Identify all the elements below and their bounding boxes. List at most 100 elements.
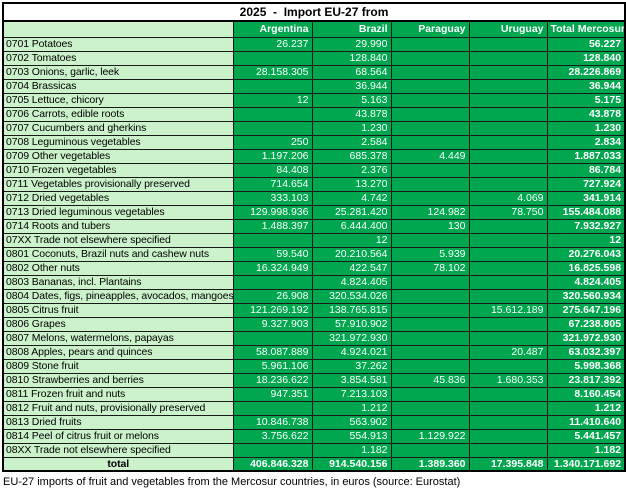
table-row: 0807 Melons, watermelons, papayas 321.972… <box>2 330 626 346</box>
cell-uruguay <box>468 92 548 108</box>
cell-argentina: 16.324.949 <box>232 260 313 276</box>
cell-total-mercosur: 28.226.869 <box>546 64 626 80</box>
cell-argentina <box>232 330 313 346</box>
cell-argentina: 129.998.936 <box>232 204 313 220</box>
corner-cell <box>2 20 234 38</box>
cell-brazil: 321.972.930 <box>311 330 392 346</box>
total-row-label: total <box>2 456 234 472</box>
table-row: 0802 Other nuts 16.324.949 422.547 78.102 16… <box>2 260 626 276</box>
cell-total-mercosur: 12 <box>546 232 626 248</box>
row-label: 0811 Frozen fruit and nuts <box>2 386 234 402</box>
cell-paraguay <box>390 316 470 332</box>
cell-total-mercosur: 4.824.405 <box>546 274 626 290</box>
row-label: 0706 Carrots, edible roots <box>2 106 234 122</box>
row-label: 0804 Dates, figs, pineapples, avocados, … <box>2 288 234 304</box>
cell-paraguay <box>390 232 470 248</box>
table-row: 0804 Dates, figs, pineapples, avocados, … <box>2 288 626 304</box>
title-row: 2025 - Import EU-27 from <box>2 2 626 22</box>
cell-total-mercosur: 5.998.368 <box>546 358 626 374</box>
row-label: 0810 Strawberries and berries <box>2 372 234 388</box>
cell-total-mercosur: 5.441.457 <box>546 428 626 444</box>
cell-paraguay: 1.129.922 <box>390 428 470 444</box>
row-label: 0801 Coconuts, Brazil nuts and cashew nu… <box>2 246 234 262</box>
cell-argentina: 10.846.738 <box>232 414 313 430</box>
table-row: 0701 Potatoes 26.237 29.990 56.227 <box>2 36 626 52</box>
cell-total-mercosur: 341.914 <box>546 190 626 206</box>
cell-brazil: 4.924.021 <box>311 344 392 360</box>
total-cell-brazil: 914.540.156 <box>311 456 392 472</box>
cell-paraguay <box>390 274 470 290</box>
cell-brazil: 29.990 <box>311 36 392 52</box>
cell-argentina: 1.197.206 <box>232 148 313 164</box>
table-row: 0711 Vegetables provisionally preserved 7… <box>2 176 626 192</box>
row-label: 0802 Other nuts <box>2 260 234 276</box>
cell-argentina <box>232 106 313 122</box>
table-row: 0708 Leguminous vegetables 250 2.584 2.834 <box>2 134 626 150</box>
cell-paraguay <box>390 288 470 304</box>
cell-brazil: 320.534.026 <box>311 288 392 304</box>
cell-paraguay <box>390 400 470 416</box>
cell-uruguay <box>468 106 548 122</box>
cell-paraguay <box>390 344 470 360</box>
row-label: 08XX Trade not elsewhere specified <box>2 442 234 458</box>
cell-paraguay: 78.102 <box>390 260 470 276</box>
cell-brazil: 3.854.581 <box>311 372 392 388</box>
row-label: 0714 Roots and tubers <box>2 218 234 234</box>
row-label: 0803 Bananas, incl. Plantains <box>2 274 234 290</box>
cell-argentina: 1.488.397 <box>232 218 313 234</box>
cell-brazil: 2.584 <box>311 134 392 150</box>
cell-uruguay <box>468 120 548 136</box>
cell-uruguay: 4.069 <box>468 190 548 206</box>
table-row: 0810 Strawberries and berries 18.236.622 3… <box>2 372 626 388</box>
row-label: 0711 Vegetables provisionally preserved <box>2 176 234 192</box>
cell-total-mercosur: 321.972.930 <box>546 330 626 346</box>
cell-uruguay <box>468 400 548 416</box>
column-header-total-mercosur: Total Mercosur <box>546 20 626 38</box>
cell-uruguay <box>468 428 548 444</box>
table-row: 0806 Grapes 9.327.903 57.910.902 67.238.805 <box>2 316 626 332</box>
cell-paraguay: 4.449 <box>390 148 470 164</box>
cell-argentina <box>232 400 313 416</box>
cell-uruguay <box>468 36 548 52</box>
table-row: 0702 Tomatoes 128.840 128.840 <box>2 50 626 66</box>
table-row: 0704 Brassicas 36.944 36.944 <box>2 78 626 94</box>
cell-uruguay <box>468 414 548 430</box>
row-label: 0809 Stone fruit <box>2 358 234 374</box>
cell-brazil: 36.944 <box>311 78 392 94</box>
row-label: 0813 Dried fruits <box>2 414 234 430</box>
table-row: 0808 Apples, pears and quinces 58.087.889… <box>2 344 626 360</box>
cell-brazil: 4.742 <box>311 190 392 206</box>
column-header-argentina: Argentina <box>232 20 313 38</box>
cell-paraguay <box>390 120 470 136</box>
cell-argentina: 26.908 <box>232 288 313 304</box>
cell-total-mercosur: 1.887.033 <box>546 148 626 164</box>
cell-brazil: 6.444.400 <box>311 218 392 234</box>
cell-paraguay: 124.982 <box>390 204 470 220</box>
cell-uruguay <box>468 358 548 374</box>
cell-brazil: 43.878 <box>311 106 392 122</box>
cell-argentina: 3.756.622 <box>232 428 313 444</box>
cell-uruguay: 78.750 <box>468 204 548 220</box>
cell-argentina <box>232 120 313 136</box>
cell-uruguay <box>468 232 548 248</box>
total-cell-paraguay: 1.389.360 <box>390 456 470 472</box>
row-label: 0807 Melons, watermelons, papayas <box>2 330 234 346</box>
cell-brazil: 422.547 <box>311 260 392 276</box>
cell-total-mercosur: 63.032.397 <box>546 344 626 360</box>
cell-uruguay: 20.487 <box>468 344 548 360</box>
table-row: 0813 Dried fruits 10.846.738 563.902 11.410… <box>2 414 626 430</box>
cell-uruguay <box>468 218 548 234</box>
cell-argentina <box>232 78 313 94</box>
cell-paraguay: 5.939 <box>390 246 470 262</box>
cell-uruguay <box>468 288 548 304</box>
cell-argentina: 59.540 <box>232 246 313 262</box>
cell-paraguay <box>390 358 470 374</box>
cell-paraguay: 45.836 <box>390 372 470 388</box>
cell-total-mercosur: 320.560.934 <box>546 288 626 304</box>
table-row: 0713 Dried leguminous vegetables 129.998.… <box>2 204 626 220</box>
cell-brazil: 1.182 <box>311 442 392 458</box>
cell-uruguay <box>468 162 548 178</box>
table-row: 07XX Trade not elsewhere specified 12 12 <box>2 232 626 248</box>
cell-uruguay <box>468 316 548 332</box>
cell-brazil: 5.163 <box>311 92 392 108</box>
